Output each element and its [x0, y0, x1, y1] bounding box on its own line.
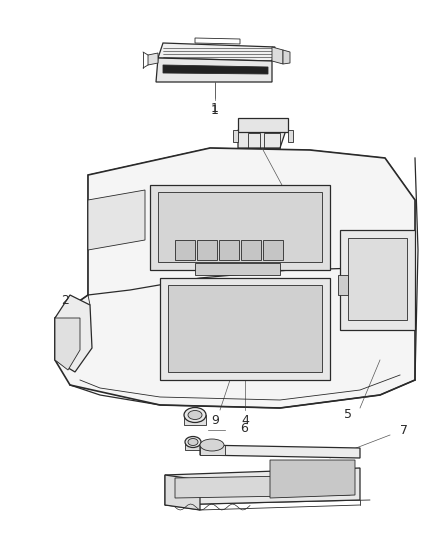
- Text: 3: 3: [298, 196, 306, 208]
- Polygon shape: [263, 240, 283, 260]
- Text: 1: 1: [211, 103, 219, 117]
- Polygon shape: [168, 285, 322, 372]
- Polygon shape: [195, 263, 280, 275]
- Polygon shape: [272, 47, 283, 64]
- Ellipse shape: [200, 439, 224, 451]
- Polygon shape: [175, 240, 195, 260]
- Polygon shape: [156, 58, 272, 82]
- Ellipse shape: [185, 437, 201, 448]
- Polygon shape: [348, 238, 407, 320]
- Polygon shape: [158, 43, 275, 61]
- Polygon shape: [148, 53, 158, 65]
- Polygon shape: [338, 275, 348, 295]
- Polygon shape: [158, 192, 322, 262]
- Polygon shape: [200, 445, 360, 458]
- Ellipse shape: [188, 439, 198, 446]
- Text: 7: 7: [400, 424, 408, 437]
- Polygon shape: [165, 475, 200, 510]
- Polygon shape: [55, 295, 92, 372]
- Text: 1: 1: [211, 101, 219, 115]
- Polygon shape: [88, 148, 415, 315]
- Polygon shape: [238, 130, 286, 148]
- Text: 4: 4: [241, 414, 249, 426]
- Polygon shape: [233, 130, 238, 142]
- Polygon shape: [197, 240, 217, 260]
- Polygon shape: [163, 65, 268, 74]
- Polygon shape: [238, 118, 288, 132]
- Polygon shape: [200, 445, 225, 455]
- Text: 5: 5: [344, 408, 352, 422]
- Polygon shape: [160, 278, 330, 380]
- Polygon shape: [184, 415, 206, 425]
- Polygon shape: [88, 190, 145, 250]
- Polygon shape: [55, 318, 80, 370]
- Polygon shape: [219, 240, 239, 260]
- Polygon shape: [283, 50, 290, 64]
- Text: 2: 2: [61, 294, 69, 306]
- Polygon shape: [270, 460, 355, 498]
- Text: 6: 6: [240, 422, 248, 434]
- Polygon shape: [150, 185, 330, 270]
- Polygon shape: [340, 230, 415, 330]
- Ellipse shape: [188, 410, 202, 419]
- Ellipse shape: [184, 408, 206, 423]
- Text: 9: 9: [211, 414, 219, 426]
- Polygon shape: [288, 130, 293, 142]
- Polygon shape: [55, 148, 415, 408]
- Polygon shape: [185, 442, 201, 450]
- Polygon shape: [241, 240, 261, 260]
- Polygon shape: [175, 475, 350, 498]
- Polygon shape: [165, 468, 360, 505]
